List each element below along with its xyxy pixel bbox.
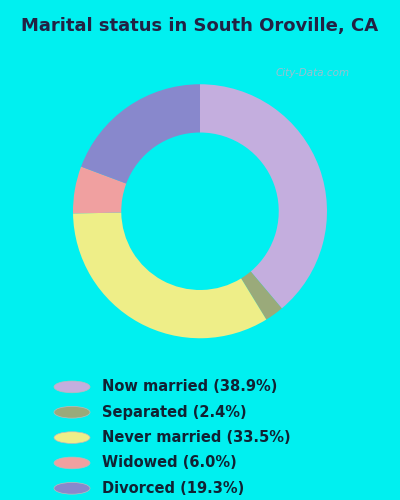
- Circle shape: [54, 432, 90, 444]
- Wedge shape: [73, 212, 266, 338]
- Text: Marital status in South Oroville, CA: Marital status in South Oroville, CA: [22, 17, 378, 35]
- Wedge shape: [81, 84, 200, 184]
- Wedge shape: [200, 84, 327, 308]
- Circle shape: [54, 482, 90, 494]
- Text: Widowed (6.0%): Widowed (6.0%): [102, 456, 237, 470]
- Text: Never married (33.5%): Never married (33.5%): [102, 430, 291, 445]
- Circle shape: [54, 406, 90, 418]
- Text: Now married (38.9%): Now married (38.9%): [102, 380, 277, 394]
- Text: Divorced (19.3%): Divorced (19.3%): [102, 481, 244, 496]
- Circle shape: [54, 457, 90, 469]
- Text: City-Data.com: City-Data.com: [275, 68, 349, 78]
- Circle shape: [54, 381, 90, 393]
- Wedge shape: [241, 272, 282, 320]
- Wedge shape: [73, 166, 126, 214]
- Text: Separated (2.4%): Separated (2.4%): [102, 405, 247, 420]
